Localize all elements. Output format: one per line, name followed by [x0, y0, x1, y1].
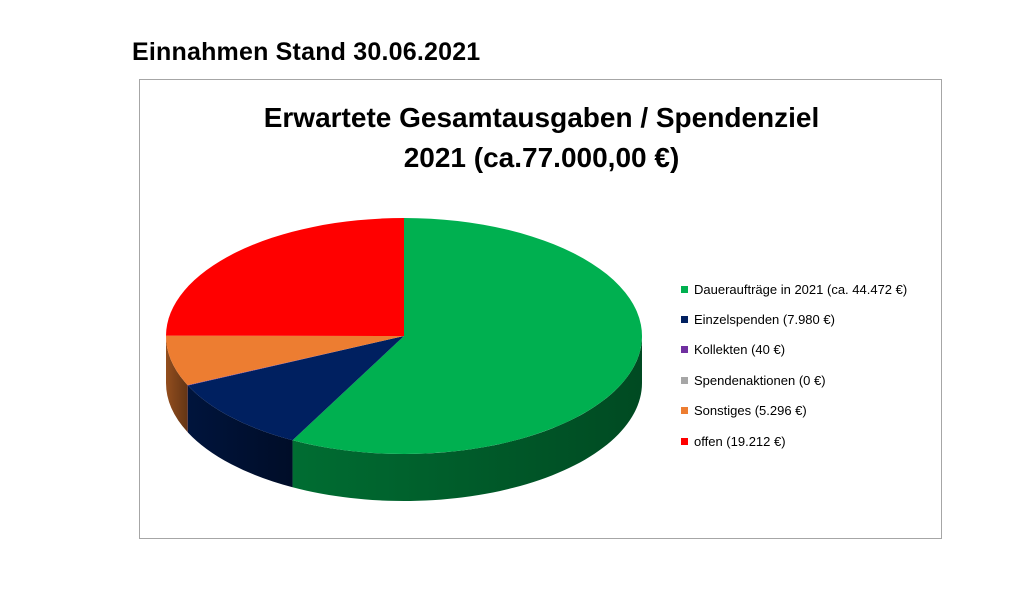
- pie-sides: [166, 336, 642, 501]
- pie-side-sonstiges: [166, 336, 188, 433]
- legend-label: Sonstiges (5.296 €): [694, 403, 807, 419]
- chart-title-line-1: Erwartete Gesamtausgaben / Spendenziel: [263, 102, 820, 133]
- legend-item: Spendenaktionen (0 €): [681, 365, 907, 395]
- pie-side-daueraufträge: [292, 336, 642, 501]
- legend: Daueraufträge in 2021 (ca. 44.472 €) Einz…: [681, 274, 907, 456]
- legend-label: Kollekten (40 €): [694, 342, 786, 358]
- legend-label: offen (19.212 €): [694, 433, 786, 449]
- pie-slice-daueraufträge: [292, 218, 642, 454]
- chart-frame: Erwartete Gesamtausgaben / Spendenziel 2…: [139, 79, 942, 539]
- chart-title: Erwartete Gesamtausgaben / Spendenziel 2…: [140, 98, 943, 178]
- legend-swatch: [681, 376, 688, 384]
- legend-swatch: [681, 407, 688, 415]
- pie-side-einzelspenden: [187, 385, 293, 488]
- legend-label: Spendenaktionen (0 €): [694, 372, 826, 388]
- legend-swatch: [681, 346, 688, 354]
- pie-slice-offen: [166, 218, 404, 336]
- pie-slice-sonstiges: [166, 335, 404, 386]
- legend-swatch: [681, 437, 688, 445]
- legend-item: Kollekten (40 €): [681, 335, 907, 365]
- legend-swatch: [681, 285, 688, 293]
- legend-item: Daueraufträge in 2021 (ca. 44.472 €): [681, 274, 907, 304]
- legend-label: Einzelspenden (7.980 €): [694, 312, 835, 328]
- chart-title-line-2: 2021 (ca.77.000,00 €): [403, 142, 680, 173]
- pie-chart: [166, 218, 642, 501]
- legend-swatch: [681, 316, 688, 324]
- legend-label: Daueraufträge in 2021 (ca. 44.472 €): [694, 281, 908, 297]
- legend-item: Sonstiges (5.296 €): [681, 396, 907, 426]
- pie-slice-kollekten: [187, 336, 404, 386]
- page-heading: Einnahmen Stand 30.06.2021: [132, 38, 481, 66]
- legend-item: offen (19.212 €): [681, 426, 907, 456]
- legend-item: Einzelspenden (7.980 €): [681, 304, 907, 334]
- pie-tops: [166, 218, 642, 454]
- pie-slice-einzelspenden: [187, 336, 404, 441]
